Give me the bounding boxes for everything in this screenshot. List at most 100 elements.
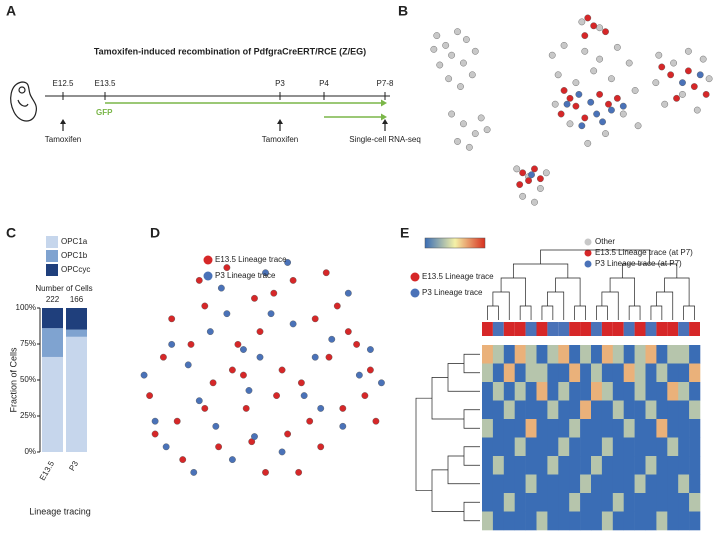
stage-label: P4 bbox=[319, 79, 329, 88]
point bbox=[372, 417, 380, 425]
heatmap-cell bbox=[591, 456, 603, 475]
heatmap-cell bbox=[656, 437, 668, 457]
heatmap-cell bbox=[612, 400, 624, 420]
heatmap-cell bbox=[634, 363, 646, 383]
point bbox=[448, 110, 455, 118]
heatmap-cell bbox=[623, 493, 635, 512]
point bbox=[557, 110, 565, 118]
heatmap-cell bbox=[601, 437, 614, 457]
legend-label: P3 Lineage trace bbox=[422, 288, 483, 297]
point bbox=[619, 102, 627, 110]
heatmap-cell bbox=[667, 419, 679, 438]
bar-segment bbox=[42, 328, 63, 357]
point bbox=[223, 264, 231, 271]
point bbox=[566, 120, 574, 128]
heatmap-cell bbox=[547, 419, 559, 438]
point bbox=[575, 91, 583, 98]
heatmap-cell bbox=[591, 382, 603, 401]
heatmap-cell bbox=[612, 511, 624, 531]
point bbox=[465, 143, 473, 151]
gfp-label: GFP bbox=[96, 108, 113, 117]
point bbox=[168, 315, 176, 323]
point bbox=[317, 404, 325, 412]
point bbox=[240, 371, 247, 379]
heatmap-cell bbox=[601, 419, 614, 438]
point bbox=[537, 185, 544, 192]
heatmap-cell bbox=[645, 493, 657, 512]
dendrogram-link bbox=[463, 353, 480, 374]
heatmap-cell bbox=[492, 382, 505, 401]
point bbox=[652, 79, 660, 87]
heatmap-cell bbox=[503, 474, 515, 494]
heatmap-cell bbox=[634, 400, 646, 420]
heatmap-cell bbox=[514, 493, 526, 512]
point bbox=[667, 71, 675, 79]
point bbox=[209, 379, 217, 387]
point bbox=[179, 456, 187, 463]
heatmap-cell bbox=[689, 419, 701, 438]
heatmap-cell bbox=[514, 345, 526, 364]
point bbox=[655, 51, 663, 59]
point bbox=[344, 328, 352, 335]
bar-segment bbox=[66, 329, 87, 337]
heatmap-cell bbox=[536, 511, 548, 531]
heatmap-cell bbox=[591, 474, 603, 494]
y-tick-label: 0% bbox=[24, 447, 36, 456]
point bbox=[436, 61, 444, 69]
column-annotation bbox=[580, 322, 591, 336]
point bbox=[228, 456, 236, 463]
legend-marker bbox=[584, 260, 592, 268]
timeline-title: Tamoxifen-induced recombination of Pdfgr… bbox=[94, 46, 366, 56]
heatmap-cell bbox=[558, 400, 570, 420]
point bbox=[519, 169, 527, 177]
heatmap-cell bbox=[492, 474, 505, 494]
heatmap-cell bbox=[667, 511, 679, 531]
legend-label: Other bbox=[595, 237, 615, 246]
heatmap-cell bbox=[656, 474, 668, 494]
bar-segment bbox=[66, 336, 87, 452]
heatmap-cell bbox=[634, 345, 646, 364]
point bbox=[454, 138, 461, 145]
heatmap-cell bbox=[558, 363, 570, 383]
column-annotation bbox=[667, 322, 679, 336]
point bbox=[699, 55, 707, 63]
dendrogram-link bbox=[541, 305, 554, 320]
heatmap-cell bbox=[580, 456, 592, 475]
heatmap-cell bbox=[689, 511, 701, 531]
heatmap-cell bbox=[601, 400, 614, 420]
point bbox=[625, 59, 633, 67]
point bbox=[554, 71, 562, 79]
point bbox=[596, 24, 603, 32]
dendrogram-link bbox=[415, 397, 432, 492]
heatmap-cell bbox=[689, 474, 701, 494]
point bbox=[306, 417, 314, 425]
point bbox=[584, 14, 592, 22]
dendrogram-link bbox=[463, 409, 480, 429]
point bbox=[146, 392, 154, 399]
column-annotation bbox=[645, 322, 657, 336]
point bbox=[548, 51, 556, 59]
point bbox=[215, 443, 223, 451]
point bbox=[593, 110, 601, 118]
heatmap-cell bbox=[525, 456, 537, 475]
point bbox=[596, 55, 603, 63]
point bbox=[602, 28, 609, 36]
legend-marker bbox=[410, 272, 420, 282]
legend-label: OPCcyc bbox=[61, 265, 90, 274]
heatmap-cell bbox=[601, 474, 614, 494]
panel-label: D bbox=[150, 225, 160, 241]
heatmap-cell bbox=[503, 419, 515, 438]
heatmap-cell bbox=[536, 400, 548, 420]
point bbox=[531, 165, 538, 173]
dendrogram-link bbox=[487, 305, 499, 320]
point bbox=[168, 340, 176, 348]
bar-total: 222 bbox=[46, 295, 60, 304]
point bbox=[201, 404, 209, 412]
heatmap-cell bbox=[482, 419, 494, 438]
point bbox=[251, 294, 258, 302]
heatmap-cell bbox=[536, 345, 548, 364]
heatmap-cell bbox=[612, 493, 624, 512]
point bbox=[234, 340, 242, 348]
heatmap-cell bbox=[514, 474, 526, 494]
legend-marker bbox=[584, 249, 592, 257]
